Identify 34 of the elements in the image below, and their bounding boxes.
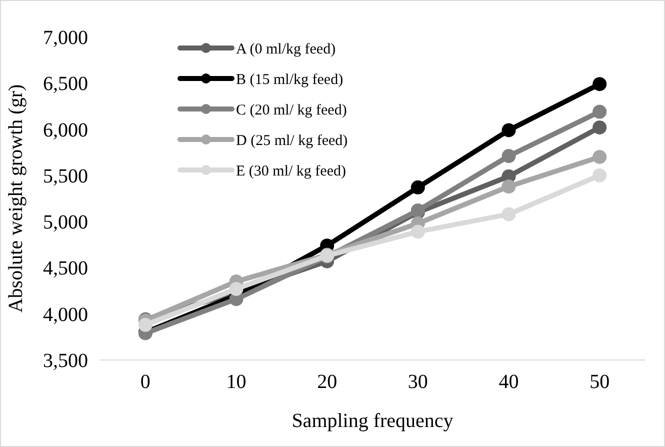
y-tick-label: 3,500 <box>43 350 88 372</box>
y-axis-title: Absolute weight growth (gr) <box>5 84 27 313</box>
y-tick-label: 4,000 <box>43 304 88 326</box>
point <box>592 120 607 134</box>
x-tick-label: 10 <box>226 371 246 393</box>
point <box>138 318 152 332</box>
y-tick-label: 6,500 <box>43 73 88 96</box>
point <box>502 149 516 164</box>
x-tick-label: 30 <box>408 371 428 393</box>
x-tick-label: 0 <box>140 371 150 393</box>
x-axis-title: Sampling frequency <box>292 410 454 432</box>
legend-label: B (15 ml/kg feed) <box>236 72 344 88</box>
x-tick-label: 20 <box>317 371 338 393</box>
point <box>592 150 607 164</box>
point <box>502 207 516 222</box>
y-tick-label: 6,000 <box>43 119 88 142</box>
point <box>502 180 516 194</box>
point <box>592 104 607 119</box>
x-tick-label: 40 <box>498 371 519 393</box>
legend-label: D (25 ml/ kg feed) <box>236 132 348 149</box>
y-tick-label: 5,000 <box>43 212 88 234</box>
point <box>592 168 607 182</box>
y-tick-label: 5,500 <box>43 165 88 188</box>
x-tick-label: 50 <box>590 371 610 393</box>
point <box>229 282 244 296</box>
legend-label: A (0 ml/kg feed) <box>236 41 336 58</box>
legend-label: E (30 ml/ kg feed) <box>236 163 346 180</box>
point <box>410 180 425 194</box>
legend-label: C (20 ml/ kg feed) <box>236 102 347 118</box>
point <box>502 123 516 138</box>
point <box>410 224 425 239</box>
point <box>592 77 607 92</box>
y-tick-label: 7,000 <box>43 27 88 49</box>
y-tick-label: 4,500 <box>43 258 88 280</box>
